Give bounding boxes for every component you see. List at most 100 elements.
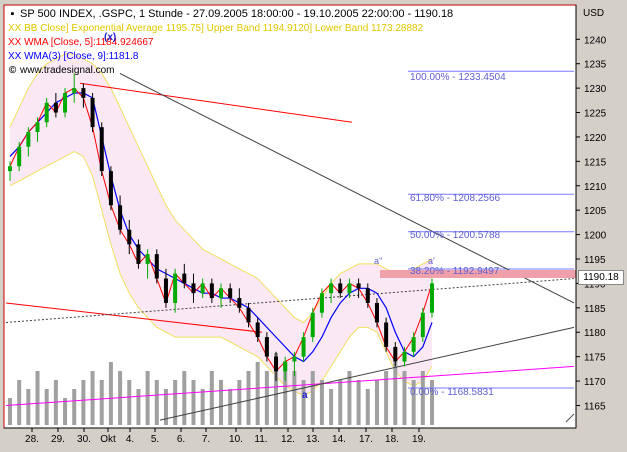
candle-body (35, 122, 40, 133)
candle-body (338, 283, 343, 294)
volume-bar (163, 389, 168, 425)
volume-bar (374, 380, 379, 425)
current-price-marker (380, 270, 576, 278)
legend-wma9[interactable]: XX WMA(3) [Close, 9]:1181.8 (8, 51, 138, 63)
volume-bar (35, 371, 40, 425)
y-tick-label: 1235 (584, 60, 607, 71)
y-tick-label: 1215 (584, 157, 607, 168)
volume-bar (17, 380, 22, 425)
candle-body (411, 337, 416, 352)
candle-body (255, 322, 260, 338)
legend-wma5[interactable]: XX WMA [Close, 5]:1184.924667 (8, 37, 153, 49)
x-tick-label: 7. (202, 434, 210, 445)
candle-body (237, 298, 242, 308)
x-tick-label: 19. (412, 434, 426, 445)
fib-label-50: 50.00% - 1200.5788 (410, 230, 501, 241)
volume-bar (402, 371, 407, 425)
candle-body (8, 166, 12, 172)
legend-wma9-label: XX WMA(3) [Close, 9]:1181.8 (8, 51, 139, 62)
trendline-magenta[interactable] (5, 365, 575, 406)
candle-body (44, 102, 49, 123)
candle-body (191, 283, 196, 294)
y-tick-label: 1195 (584, 255, 606, 266)
volume-bar (283, 362, 288, 425)
candle-body (329, 283, 334, 294)
candle-body (17, 146, 22, 167)
volume-bar (26, 389, 31, 425)
candle-body (393, 346, 398, 362)
candle-body (384, 322, 389, 347)
wave-label-a: a (302, 390, 308, 401)
volume-bar (182, 371, 187, 425)
y-tick-label: 1175 (584, 353, 606, 364)
resize-grip[interactable] (565, 413, 575, 423)
candle-body (108, 171, 113, 206)
volume-bar (347, 371, 352, 425)
candle-body (72, 88, 77, 93)
legend-source: © www.tradesignal.com (8, 65, 115, 76)
candle-body (127, 229, 132, 245)
currency-label: USD (583, 8, 605, 19)
volume-bar (200, 389, 205, 425)
volume-bar (127, 380, 132, 425)
trendline-gray-dotted[interactable] (5, 278, 575, 323)
wave-label-x: (x) (104, 32, 117, 43)
y-tick-label: 1230 (584, 84, 607, 95)
trendline-red-bottom[interactable] (5, 302, 263, 333)
candle-body (420, 312, 425, 338)
legend-bollinger[interactable]: XX BB Close] Exponential Average 1195.75… (8, 23, 423, 35)
candle-body (81, 88, 86, 98)
volume-bar (310, 371, 315, 425)
volume-bar (145, 371, 150, 425)
volume-bar (209, 371, 214, 425)
volume-bar (255, 362, 260, 425)
volume-bar (8, 398, 12, 425)
volume-bar (338, 380, 343, 425)
candle-body (283, 361, 288, 372)
volume-bar (384, 371, 389, 425)
x-tick-label: 14. (332, 434, 346, 445)
x-tick-label: 30. (77, 434, 91, 445)
y-tick-label: 1210 (584, 182, 607, 193)
candle-body (163, 278, 168, 303)
candle-body (356, 283, 361, 289)
x-tick-label: 11. (254, 434, 267, 445)
volume-bar (154, 380, 159, 425)
wave-label-a-prime: a' (428, 256, 435, 266)
candle-body (228, 288, 233, 299)
volume-bar (173, 380, 178, 425)
candle-body (136, 244, 141, 264)
fib-label-100: 100.00% - 1233.4504 (410, 72, 506, 83)
candle-body (347, 283, 352, 294)
volume-bar (264, 371, 269, 425)
candle-body (99, 127, 104, 172)
candle-body (26, 132, 31, 147)
trendline-gray-down[interactable] (119, 73, 575, 304)
trendline-red-top[interactable] (79, 82, 353, 123)
x-tick-label: 17. (359, 434, 373, 445)
fib-label-618: 61.80% - 1208.2566 (410, 193, 501, 204)
x-axis-ticks: 28. 29. 30. Okt 4. 5. 6. 7. 10. 11. 12. 13. 14. 17. 18… (25, 428, 426, 445)
candle-body (274, 356, 279, 372)
volume-bar (99, 380, 104, 425)
candle-body (118, 205, 123, 230)
candle-body (430, 283, 434, 313)
volume-bar (430, 380, 434, 425)
x-tick-label: 29. (51, 434, 65, 445)
x-tick-label: 6. (177, 434, 185, 445)
bollinger-lower-line (9, 151, 433, 397)
candle-body (209, 283, 214, 299)
y-tick-label: 1225 (584, 109, 607, 120)
chart-title: ▪ SP 500 INDEX, .GSPC, 1 Stunde - 27.09.2… (8, 8, 454, 20)
bollinger-band-fill (10, 53, 432, 396)
copyright-icon: © (8, 65, 17, 76)
legend-bollinger-label: XX BB Close] Exponential Average 1195.75… (8, 23, 424, 34)
volume-bar (292, 371, 297, 425)
volume-bar (90, 371, 95, 425)
volume-bar (274, 353, 279, 425)
trendline-gray-up[interactable] (159, 326, 575, 421)
volume-bar (329, 389, 334, 425)
current-price-label: 1190.18 (578, 270, 624, 285)
